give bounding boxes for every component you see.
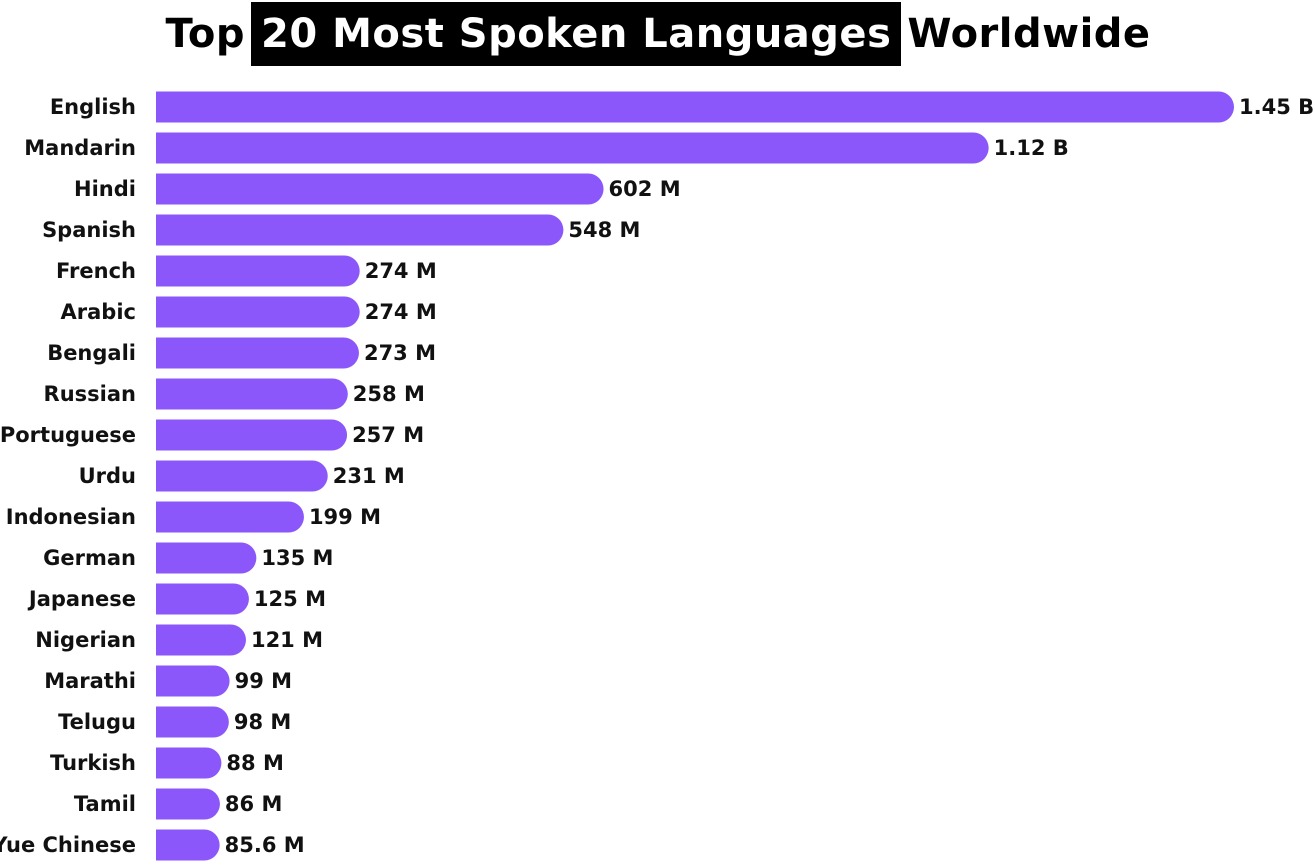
bar-portuguese bbox=[156, 419, 348, 451]
category-label: English bbox=[50, 95, 136, 119]
data-label: 98 M bbox=[234, 710, 291, 734]
bar-russian bbox=[156, 378, 348, 410]
bar-yue-chinese bbox=[156, 829, 220, 861]
data-label: 274 M bbox=[365, 300, 437, 324]
data-label: 135 M bbox=[261, 546, 333, 570]
category-label: Hindi bbox=[74, 177, 136, 201]
data-label: 257 M bbox=[352, 423, 424, 447]
category-label: Marathi bbox=[44, 669, 136, 693]
data-label: 85.6 M bbox=[225, 833, 305, 857]
bar-marathi bbox=[156, 665, 230, 697]
chart-title: Top 20 Most Spoken Languages Worldwide bbox=[0, 2, 1316, 68]
data-label: 1.12 B bbox=[994, 136, 1069, 160]
bar-turkish bbox=[156, 747, 222, 779]
title-highlight: 20 Most Spoken Languages bbox=[251, 2, 902, 66]
bar-nigerian bbox=[156, 624, 246, 656]
data-label: 258 M bbox=[353, 382, 425, 406]
data-label: 274 M bbox=[365, 259, 437, 283]
bar-english bbox=[156, 91, 1234, 123]
data-label: 121 M bbox=[251, 628, 323, 652]
data-label: 548 M bbox=[568, 218, 640, 242]
bar-japanese bbox=[156, 583, 249, 615]
category-label: Telugu bbox=[58, 710, 136, 734]
data-label: 602 M bbox=[609, 177, 681, 201]
bar-french bbox=[156, 255, 360, 287]
data-label: 1.45 B bbox=[1239, 95, 1314, 119]
bar-urdu bbox=[156, 460, 328, 492]
data-label: 88 M bbox=[226, 751, 283, 775]
data-label: 99 M bbox=[235, 669, 292, 693]
bar-hindi bbox=[156, 173, 604, 205]
title-suffix: Worldwide bbox=[907, 11, 1151, 57]
category-label: Bengali bbox=[47, 341, 136, 365]
bar-mandarin bbox=[156, 132, 989, 164]
category-label: Indonesian bbox=[6, 505, 136, 529]
category-label: Japanese bbox=[27, 587, 136, 611]
category-label: Turkish bbox=[50, 751, 136, 775]
category-label: Nigerian bbox=[35, 628, 136, 652]
category-label: Portuguese bbox=[0, 423, 136, 447]
category-label: Urdu bbox=[79, 464, 136, 488]
category-label: Russian bbox=[44, 382, 136, 406]
category-label: Spanish bbox=[42, 218, 136, 242]
category-label: Tamil bbox=[74, 792, 136, 816]
data-label: 199 M bbox=[309, 505, 381, 529]
bar-indonesian bbox=[156, 501, 304, 533]
bar-tamil bbox=[156, 788, 220, 820]
bar-german bbox=[156, 542, 257, 574]
category-label: Mandarin bbox=[24, 136, 136, 160]
data-label: 125 M bbox=[254, 587, 326, 611]
category-label: Yue Chinese bbox=[0, 833, 136, 857]
bar-telugu bbox=[156, 706, 229, 738]
bar-arabic bbox=[156, 296, 360, 328]
category-label: French bbox=[56, 259, 136, 283]
bar-bengali bbox=[156, 337, 359, 369]
bar-spanish bbox=[156, 214, 564, 246]
title-prefix: Top bbox=[165, 11, 246, 57]
category-label: German bbox=[43, 546, 136, 570]
data-label: 86 M bbox=[225, 792, 282, 816]
data-label: 273 M bbox=[364, 341, 436, 365]
category-label: Arabic bbox=[61, 300, 136, 324]
data-label: 231 M bbox=[333, 464, 405, 488]
